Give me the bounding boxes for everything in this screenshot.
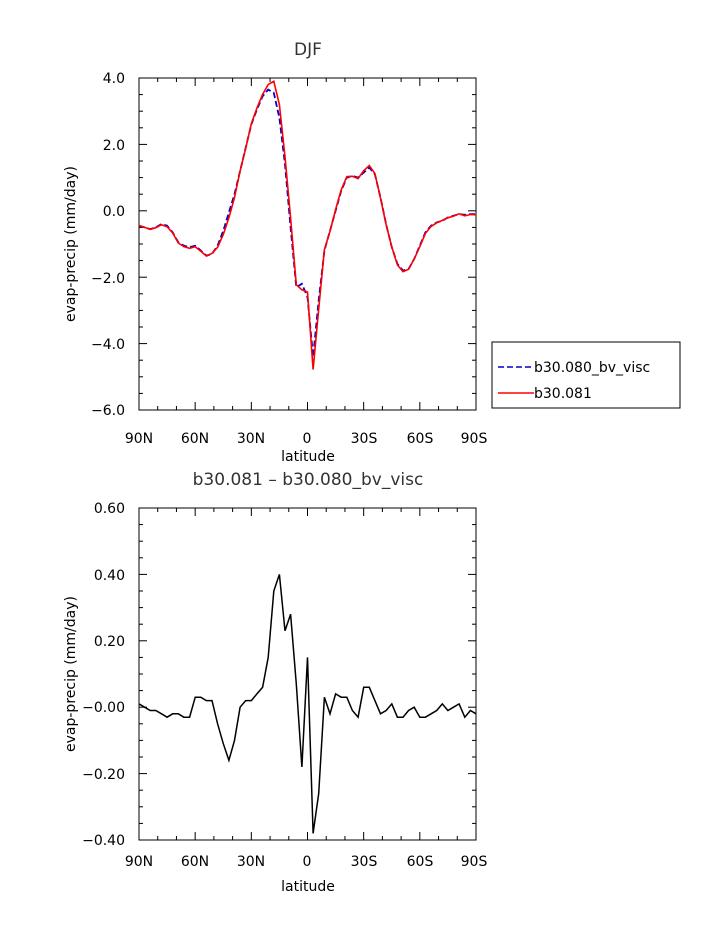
bottom-y-tick-label: 0.20 <box>94 634 125 650</box>
legend-box <box>491 341 681 409</box>
top-x-tick-label: 30N <box>237 431 265 447</box>
bottom-x-axis-label: latitude <box>281 879 335 895</box>
top-x-tick-label: 90S <box>461 431 488 447</box>
legend-label-b30-081: b30.081 <box>534 386 592 402</box>
top-x-axis-label: latitude <box>281 449 335 465</box>
bottom-panel: b30.081 – b30.080_bv_visc 0.60 0.40 0.20… <box>63 470 487 895</box>
bottom-x-tick-label: 0 <box>303 854 312 870</box>
bottom-y-tick-label: −0.00 <box>82 700 125 716</box>
series-line-difference <box>138 574 477 834</box>
bottom-x-tick-label: 30N <box>237 854 265 870</box>
bottom-y-tick-label: −0.20 <box>82 767 125 783</box>
top-plot-frame <box>138 77 477 411</box>
bottom-y-tick-label: 0.60 <box>94 501 125 517</box>
bottom-x-tick-label: 90N <box>125 854 153 870</box>
top-axis-ticks <box>138 77 477 411</box>
bottom-y-tick-label: −0.40 <box>82 833 125 849</box>
top-x-tick-label: 0 <box>303 431 312 447</box>
bottom-chart-title: b30.081 – b30.080_bv_visc <box>193 470 424 490</box>
top-y-tick-label: −6.0 <box>91 403 125 419</box>
top-x-tick-label: 60S <box>407 431 434 447</box>
bottom-x-tick-label: 60S <box>407 854 434 870</box>
top-x-tick-label: 90N <box>125 431 153 447</box>
top-y-tick-label: 4.0 <box>103 71 125 87</box>
top-x-tick-label: 60N <box>181 431 209 447</box>
top-chart-title: DJF <box>294 40 322 60</box>
bottom-x-tick-label: 60N <box>181 854 209 870</box>
top-y-tick-label: −4.0 <box>91 337 125 353</box>
legend-label-b30-080-bv-visc: b30.080_bv_visc <box>534 360 650 376</box>
bottom-x-tick-label: 30S <box>351 854 378 870</box>
top-x-tick-label: 30S <box>351 431 378 447</box>
bottom-x-tick-label: 90S <box>461 854 488 870</box>
bottom-y-axis-label: evap-precip (mm/day) <box>63 596 79 752</box>
top-y-tick-label: 2.0 <box>103 138 125 154</box>
top-y-axis-label: evap-precip (mm/day) <box>63 166 79 322</box>
legend: b30.080_bv_visc b30.081 <box>491 341 681 409</box>
top-y-tick-label: −2.0 <box>91 271 125 287</box>
top-panel: DJF 4.0 2.0 0.0 −2.0 −4.0 −6.0 90N 60N 3… <box>63 40 681 465</box>
bottom-y-tick-label: 0.40 <box>94 568 125 584</box>
top-y-tick-label: 0.0 <box>103 204 125 220</box>
series-line-b30-081 <box>138 80 477 370</box>
series-line-b30-080-bv-visc <box>138 88 476 357</box>
